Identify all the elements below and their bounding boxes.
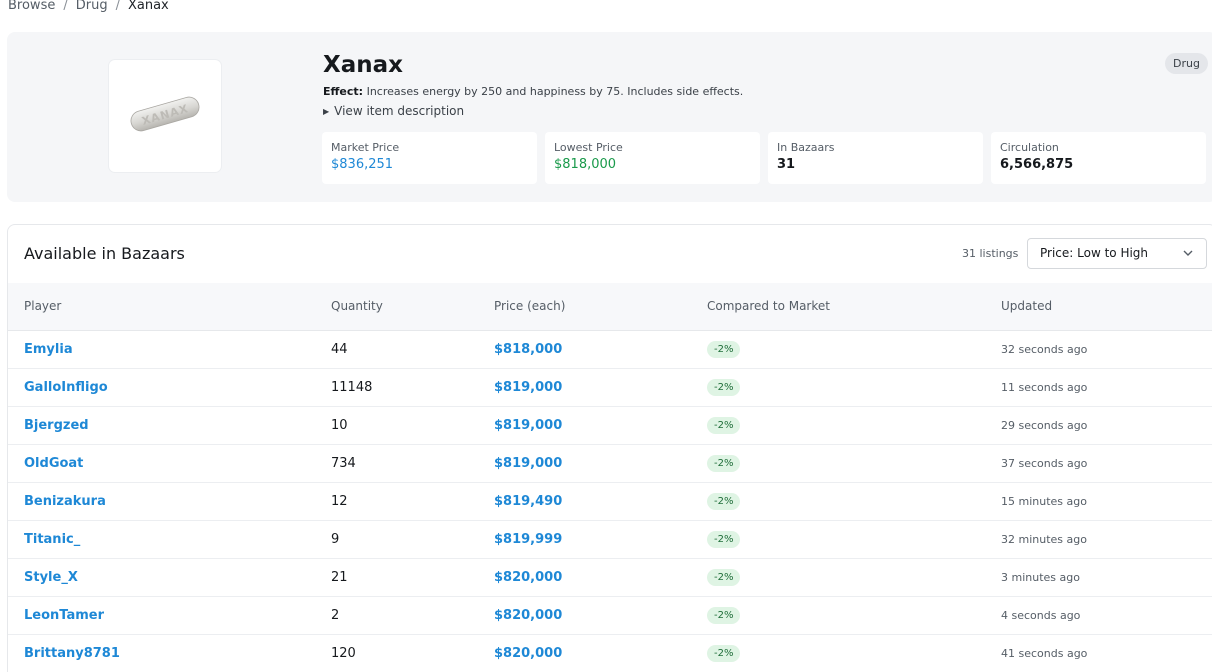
quantity-cell: 120 xyxy=(331,646,356,661)
updated-cell: 32 minutes ago xyxy=(1001,533,1087,546)
bazaar-listings: Available in Bazaars 31 listings Price: … xyxy=(7,224,1212,672)
price-link[interactable]: $819,000 xyxy=(494,418,563,433)
table-body: Emylia 44 $818,000 -2% 32 seconds ago GalloIn… xyxy=(8,331,1212,672)
table-row: Titanic_ 9 $819,999 -2% 32 minutes ago xyxy=(8,521,1212,559)
updated-cell: 4 seconds ago xyxy=(1001,609,1081,622)
player-link[interactable]: LeonTamer xyxy=(24,608,105,623)
price-link[interactable]: $819,000 xyxy=(494,380,563,395)
updated-cell: 29 seconds ago xyxy=(1001,419,1088,432)
compare-badge: -2% xyxy=(707,569,741,586)
stat-label: In Bazaars xyxy=(777,141,835,154)
quantity-cell: 44 xyxy=(331,342,348,357)
breadcrumb: Browse / Drug / Xanax xyxy=(8,0,169,13)
sort-select[interactable]: Price: Low to High xyxy=(1027,238,1207,269)
listings-title: Available in Bazaars xyxy=(24,244,185,263)
breadcrumb-drug[interactable]: Drug xyxy=(75,0,108,13)
item-type-badge: Drug xyxy=(1165,53,1208,74)
player-link[interactable]: Benizakura xyxy=(24,494,106,509)
table-header: Player Quantity Price (each) Compared to… xyxy=(8,283,1212,331)
column-header-price[interactable]: Price (each) xyxy=(494,299,566,313)
item-title: Xanax xyxy=(323,52,403,78)
table-row: LeonTamer 2 $820,000 -2% 4 seconds ago xyxy=(8,597,1212,635)
table-row: OldGoat 734 $819,000 -2% 37 seconds ago xyxy=(8,445,1212,483)
quantity-cell: 734 xyxy=(331,456,356,471)
player-link[interactable]: Bjergzed xyxy=(24,418,89,433)
sort-value: Price: Low to High xyxy=(1040,246,1149,260)
stat-label: Market Price xyxy=(331,141,400,154)
quantity-cell: 10 xyxy=(331,418,348,433)
effect-text: Increases energy by 250 and happiness by… xyxy=(366,85,744,98)
price-link[interactable]: $820,000 xyxy=(494,608,563,623)
breadcrumb-current: Xanax xyxy=(127,0,169,13)
updated-cell: 37 seconds ago xyxy=(1001,457,1088,470)
compare-badge: -2% xyxy=(707,455,741,472)
stat-circulation: Circulation 6,566,875 xyxy=(991,132,1206,184)
updated-cell: 41 seconds ago xyxy=(1001,647,1088,660)
player-link[interactable]: GalloInfligo xyxy=(24,380,108,395)
triangle-right-icon: ▶ xyxy=(323,107,330,116)
compare-badge: -2% xyxy=(707,417,741,434)
table-row: Brittany8781 120 $820,000 -2% 41 seconds ago xyxy=(8,635,1212,672)
player-link[interactable]: Emylia xyxy=(24,342,73,357)
quantity-cell: 11148 xyxy=(331,380,373,395)
table-row: Bjergzed 10 $819,000 -2% 29 seconds ago xyxy=(8,407,1212,445)
table-row: Style_X 21 $820,000 -2% 3 minutes ago xyxy=(8,559,1212,597)
stat-value: 31 xyxy=(777,157,796,172)
updated-cell: 15 minutes ago xyxy=(1001,495,1087,508)
price-link[interactable]: $819,999 xyxy=(494,532,563,547)
breadcrumb-separator: / xyxy=(115,0,120,13)
quantity-cell: 12 xyxy=(331,494,348,509)
column-header-updated[interactable]: Updated xyxy=(1001,299,1053,313)
updated-cell: 3 minutes ago xyxy=(1001,571,1080,584)
updated-cell: 32 seconds ago xyxy=(1001,343,1088,356)
compare-badge: -2% xyxy=(707,341,741,358)
price-link[interactable]: $819,490 xyxy=(494,494,563,509)
player-link[interactable]: Titanic_ xyxy=(24,532,81,547)
column-header-quantity[interactable]: Quantity xyxy=(331,299,383,313)
table-row: Benizakura 12 $819,490 -2% 15 minutes ago xyxy=(8,483,1212,521)
item-image: XANAX xyxy=(109,60,221,172)
player-link[interactable]: Style_X xyxy=(24,570,78,585)
player-link[interactable]: OldGoat xyxy=(24,456,84,471)
column-header-compared[interactable]: Compared to Market xyxy=(707,299,830,313)
stat-value: $836,251 xyxy=(331,157,394,172)
compare-badge: -2% xyxy=(707,607,741,624)
stat-label: Lowest Price xyxy=(554,141,623,154)
view-description-label: View item description xyxy=(334,104,465,118)
item-effect: Effect: Increases energy by 250 and happ… xyxy=(323,85,743,98)
stat-market-price: Market Price $836,251 xyxy=(322,132,537,184)
xanax-pill-icon: XANAX xyxy=(130,96,200,132)
item-header: XANAX Xanax Effect: Increases energy by … xyxy=(7,32,1212,202)
player-link[interactable]: Brittany8781 xyxy=(24,646,120,661)
breadcrumb-separator: / xyxy=(63,0,68,13)
compare-badge: -2% xyxy=(707,645,741,662)
breadcrumb-browse[interactable]: Browse xyxy=(8,0,56,13)
listings-header: Available in Bazaars 31 listings Price: … xyxy=(8,225,1212,283)
stat-value: 6,566,875 xyxy=(1000,157,1074,172)
chevron-down-icon xyxy=(1183,250,1193,256)
effect-label: Effect: xyxy=(323,85,364,98)
stat-value: $818,000 xyxy=(554,157,617,172)
view-description-toggle[interactable]: ▶ View item description xyxy=(323,104,464,118)
quantity-cell: 9 xyxy=(331,532,340,547)
compare-badge: -2% xyxy=(707,493,741,510)
price-link[interactable]: $818,000 xyxy=(494,342,563,357)
price-link[interactable]: $820,000 xyxy=(494,570,563,585)
quantity-cell: 21 xyxy=(331,570,348,585)
stat-label: Circulation xyxy=(1000,141,1059,154)
table-row: Emylia 44 $818,000 -2% 32 seconds ago xyxy=(8,331,1212,369)
quantity-cell: 2 xyxy=(331,608,340,623)
updated-cell: 11 seconds ago xyxy=(1001,381,1088,394)
table-row: GalloInfligo 11148 $819,000 -2% 11 seconds a… xyxy=(8,369,1212,407)
compare-badge: -2% xyxy=(707,531,741,548)
stat-lowest-price: Lowest Price $818,000 xyxy=(545,132,760,184)
price-link[interactable]: $819,000 xyxy=(494,456,563,471)
compare-badge: -2% xyxy=(707,379,741,396)
column-header-player[interactable]: Player xyxy=(24,299,62,313)
listings-count: 31 listings xyxy=(962,247,1019,260)
stat-in-bazaars: In Bazaars 31 xyxy=(768,132,983,184)
price-link[interactable]: $820,000 xyxy=(494,646,563,661)
